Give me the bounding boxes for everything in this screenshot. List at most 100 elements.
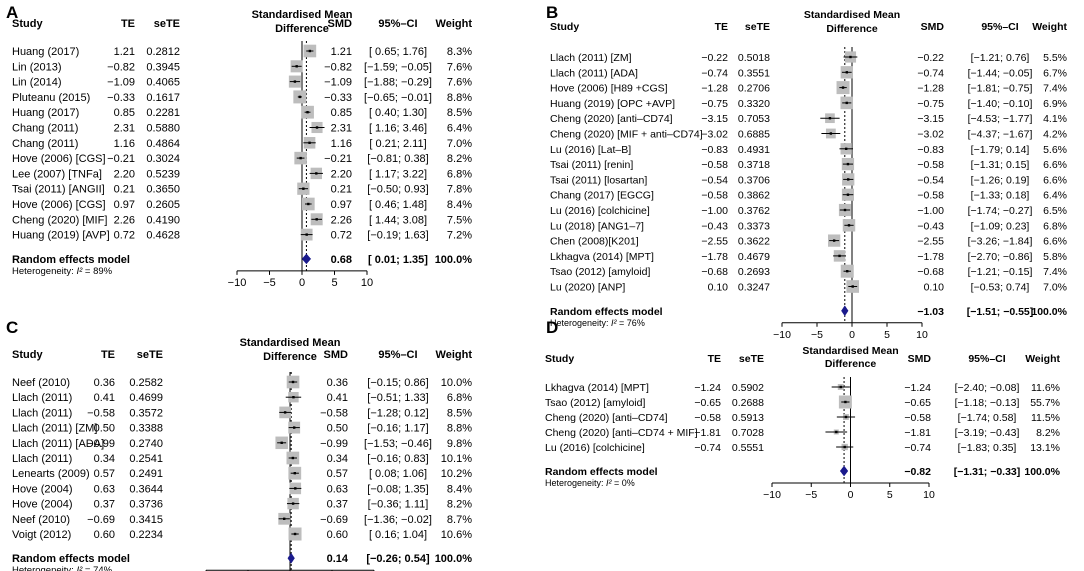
heterogeneity-value: = 89% xyxy=(82,266,112,277)
study-label: Lenearts (2009) xyxy=(12,468,90,480)
study-weight: 5.8% xyxy=(1043,251,1067,263)
study-ci: [−1.40; −0.10] xyxy=(968,98,1033,110)
header-study: Study xyxy=(12,18,43,30)
study-smd: −0.82 xyxy=(324,61,352,73)
study-weight: 6.4% xyxy=(447,123,472,135)
study-smd: −2.55 xyxy=(917,236,944,248)
heterogeneity-i2: I² xyxy=(76,565,83,571)
study-weight: 6.6% xyxy=(1043,174,1067,186)
heterogeneity-i2: I² xyxy=(76,266,83,277)
study-sete: 0.3650 xyxy=(146,184,180,196)
summary-smd: 0.14 xyxy=(327,553,349,565)
study-smd: 0.37 xyxy=(327,499,348,511)
summary-diamond xyxy=(839,465,849,477)
study-point-estimate xyxy=(291,502,295,505)
study-sete: 0.3762 xyxy=(738,205,770,217)
header-smd: SMD xyxy=(921,21,945,33)
study-point-estimate xyxy=(843,445,846,449)
header-sete: seTE xyxy=(745,21,770,33)
study-sete: 0.5913 xyxy=(732,412,764,424)
study-point-estimate xyxy=(846,270,849,273)
study-smd: −1.78 xyxy=(917,251,944,263)
study-label: Llach (2011) [ZM] xyxy=(550,52,632,64)
study-sete: 0.5551 xyxy=(732,442,764,454)
study-sete: 0.2605 xyxy=(146,199,180,211)
study-weight: 6.8% xyxy=(447,168,472,180)
study-label: Chang (2011) xyxy=(12,138,78,150)
study-label: Cheng (2020) [anti–CD74] xyxy=(550,113,673,125)
study-smd: −0.75 xyxy=(917,98,944,110)
study-smd: 1.21 xyxy=(331,46,352,58)
study-smd: −1.00 xyxy=(917,205,944,217)
study-sete: 0.3644 xyxy=(129,483,163,495)
study-point-estimate xyxy=(292,396,295,399)
study-point-estimate xyxy=(846,162,850,166)
summary-label: Random effects model xyxy=(545,466,658,478)
study-weight: 4.2% xyxy=(1043,129,1067,141)
study-point-estimate xyxy=(291,380,295,384)
study-sete: 0.3373 xyxy=(738,220,770,232)
study-sete: 0.3736 xyxy=(129,499,163,511)
study-ci: [ 0.46; 1.48] xyxy=(369,199,427,211)
heterogeneity-text: Heterogeneity: I² = 76% xyxy=(550,318,645,328)
study-ci: [−0.16; 1.17] xyxy=(367,423,428,435)
x-axis-tick-label: −5 xyxy=(805,489,817,501)
header-ci: 95%–CI xyxy=(968,353,1005,365)
summary-ci: [−1.31; −0.33] xyxy=(954,466,1021,478)
heterogeneity-prefix: Heterogeneity: xyxy=(12,266,76,277)
study-te: 0.63 xyxy=(94,483,115,495)
study-label: Llach (2011) [ADA] xyxy=(12,438,104,450)
study-label: Neef (2010) xyxy=(12,377,70,389)
study-sete: 0.2541 xyxy=(129,453,163,465)
heterogeneity-i2: I² xyxy=(606,478,613,488)
study-point-estimate xyxy=(293,472,296,475)
header-te: TE xyxy=(708,353,721,365)
study-weight: 6.7% xyxy=(1043,67,1067,79)
study-te: −3.15 xyxy=(701,113,728,125)
study-te: −1.00 xyxy=(701,205,728,217)
study-point-estimate xyxy=(315,218,318,221)
study-weight: 5.5% xyxy=(1043,52,1067,64)
header-smd: SMD xyxy=(908,353,932,365)
summary-ci: [−1.51; −0.55] xyxy=(967,306,1034,318)
study-weight: 7.2% xyxy=(447,230,472,242)
study-smd: −0.58 xyxy=(320,407,348,419)
study-sete: 0.1617 xyxy=(146,92,180,104)
study-ci: [−3.19; −0.43] xyxy=(955,427,1020,439)
study-ci: [−1.59; −0.05] xyxy=(364,61,432,73)
study-label: Tsao (2012) [amyloid] xyxy=(545,397,645,409)
study-weight: 7.0% xyxy=(447,138,472,150)
study-sete: 0.4190 xyxy=(146,214,180,226)
study-ci: [ 0.16; 1.04] xyxy=(369,529,427,541)
study-point-estimate xyxy=(843,208,847,212)
study-ci: [−3.26; −1.84] xyxy=(968,236,1033,248)
study-weight: 10.2% xyxy=(441,468,472,480)
study-label: Neef (2010) xyxy=(12,514,70,526)
study-te: 0.37 xyxy=(94,499,115,511)
panel-label: B xyxy=(546,3,558,22)
x-axis-tick-label: −10 xyxy=(773,329,791,341)
study-weight: 7.4% xyxy=(1043,83,1067,95)
study-smd: −0.68 xyxy=(917,266,944,278)
study-te: 0.85 xyxy=(114,107,135,119)
study-smd: 2.20 xyxy=(331,168,352,180)
header-te: TE xyxy=(101,349,115,361)
study-sete: 0.7028 xyxy=(732,427,764,439)
header-plot-subtitle: Difference xyxy=(263,351,317,363)
study-te: −1.28 xyxy=(701,83,728,95)
heterogeneity-value: = 0% xyxy=(612,478,635,488)
study-smd: −0.33 xyxy=(324,92,352,104)
header-weight: Weight xyxy=(436,349,473,361)
study-label: Lu (2018) [ANG1–7] xyxy=(550,220,644,232)
study-label: Lkhagva (2014) [MPT] xyxy=(545,382,649,394)
study-te: 0.72 xyxy=(114,230,135,242)
study-sete: 0.5018 xyxy=(738,52,770,64)
study-label: Llach (2011) xyxy=(12,392,72,404)
study-ci: [−1.53; −0.46] xyxy=(364,438,432,450)
study-smd: −1.81 xyxy=(904,427,931,439)
study-ci: [−1.28; 0.12] xyxy=(367,407,428,419)
study-smd: −0.69 xyxy=(320,514,348,526)
study-weight: 11.6% xyxy=(1031,382,1060,394)
study-point-estimate xyxy=(841,86,845,89)
study-smd: −0.43 xyxy=(917,220,944,232)
